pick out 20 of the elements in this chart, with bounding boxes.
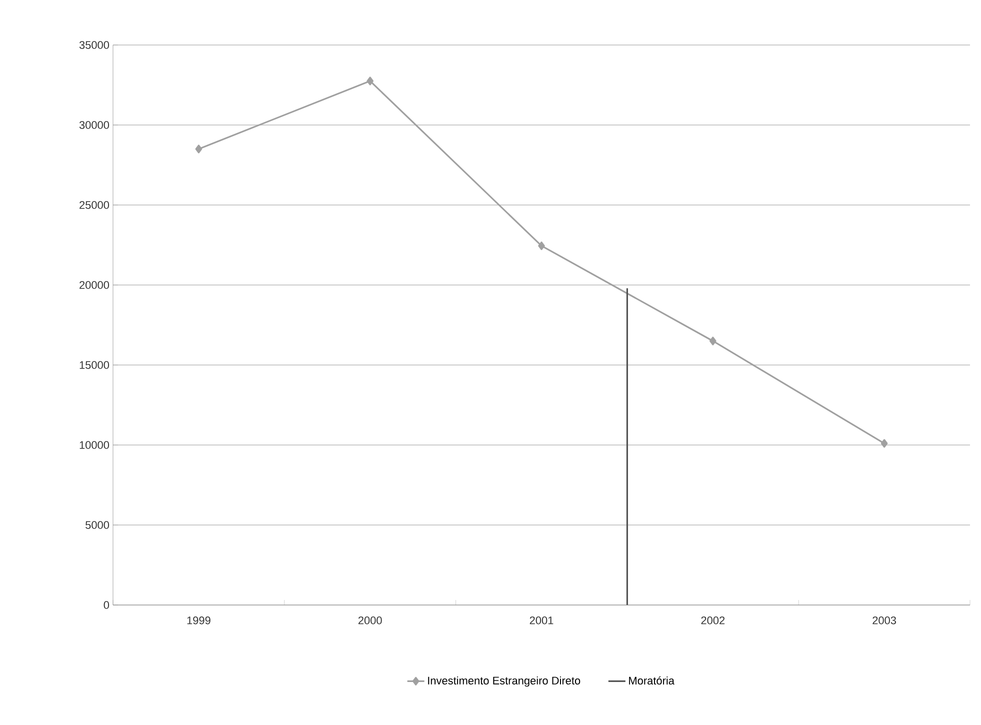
x-tick-label: 1999 bbox=[187, 616, 210, 624]
point bbox=[880, 439, 888, 448]
x-tick-label: 2001 bbox=[530, 616, 554, 624]
y-tick-label: 0 bbox=[104, 601, 110, 609]
legend-label: Investimento Estrangeiro Direto bbox=[428, 676, 580, 687]
y-tick-label: 20000 bbox=[80, 281, 110, 289]
y-tick-label: 25000 bbox=[80, 201, 110, 209]
y-tick-label: 35000 bbox=[79, 41, 110, 49]
point bbox=[709, 336, 716, 346]
point bbox=[195, 144, 202, 154]
y-tick-label: 10000 bbox=[80, 441, 110, 449]
x-tick-label: 2003 bbox=[872, 616, 896, 624]
y-tick-label: 30000 bbox=[79, 121, 110, 129]
point bbox=[538, 242, 545, 250]
y-tick-label: 15000 bbox=[80, 361, 110, 369]
x-tick-label: 2000 bbox=[358, 616, 382, 624]
point bbox=[366, 76, 374, 86]
legend-label: Moratória bbox=[629, 676, 674, 685]
x-tick-label: 2002 bbox=[701, 616, 725, 624]
y-tick-label: 5000 bbox=[86, 521, 110, 529]
